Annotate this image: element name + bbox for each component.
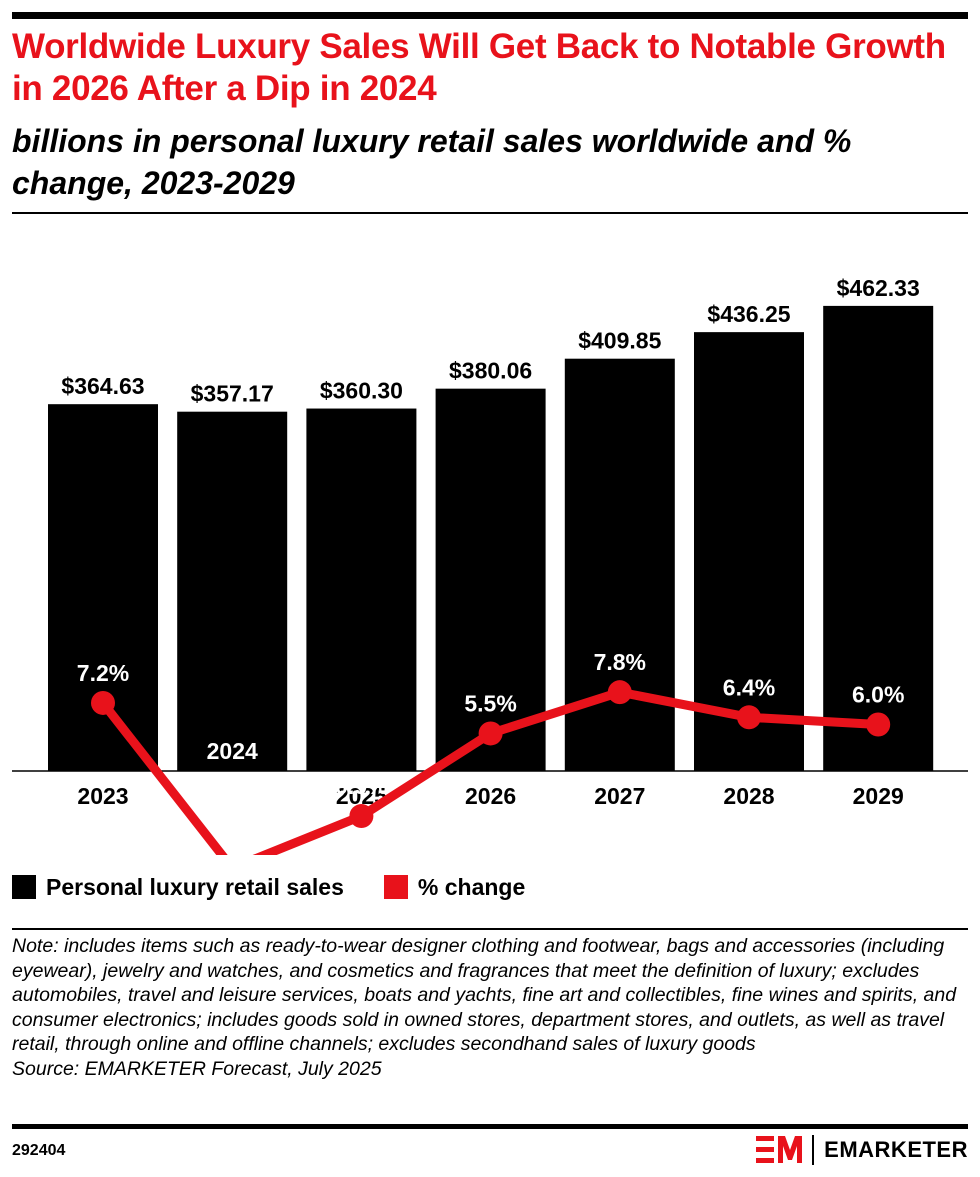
brand-divider [812, 1135, 815, 1165]
top-rule [12, 12, 968, 19]
line-point-2023 [91, 690, 115, 715]
bar-2024 [177, 411, 288, 771]
chart-title: Worldwide Luxury Sales Will Get Back to … [12, 27, 946, 108]
bar-2025 [306, 408, 417, 771]
bar-2023 [48, 404, 158, 771]
combo-chart: $364.63 $357.17 $360.30 $380.06 $409.85 $436.… [12, 275, 968, 855]
bar-2028 [694, 332, 804, 771]
legend-item-change: % change [383, 873, 526, 901]
bar-value-label: $409.85 [578, 328, 661, 354]
bar-value-label: $380.06 [449, 358, 532, 384]
legend: Personal luxury retail sales % change [12, 870, 565, 904]
line-value-label: 6.4% [723, 674, 775, 700]
emarketer-logo-icon [756, 1136, 803, 1163]
bar-value-label: $462.33 [837, 275, 920, 301]
legend-item-sales: Personal luxury retail sales [12, 874, 344, 901]
title-divider [12, 212, 968, 214]
line-value-label: 7.2% [77, 660, 129, 686]
note-divider [12, 928, 968, 930]
bar-2029 [823, 305, 934, 771]
bar-value-label: $436.25 [707, 301, 790, 327]
bar-value-label: $360.30 [320, 378, 403, 404]
x-tick-label: 2029 [853, 783, 904, 809]
legend-swatch-bars [12, 875, 36, 899]
line-value-label: 6.0% [852, 681, 904, 707]
line-point-2025 [349, 804, 374, 829]
legend-label-change: % change [417, 873, 526, 900]
line-value-label: 0.9% [335, 773, 387, 799]
line-value-label: 7.8% [594, 649, 646, 675]
note-block: Note: includes items such as ready-to-we… [12, 934, 968, 1081]
chart-subtitle: billions in personal luxury retail sales… [12, 123, 852, 201]
footer-rule [12, 1124, 968, 1129]
x-tick-label: 2023 [77, 783, 128, 809]
x-tick-label: 2026 [465, 783, 516, 809]
brand-name: EMARKETER [824, 1137, 968, 1162]
line-point-2029 [866, 712, 891, 737]
x-tick-label: 2028 [723, 783, 774, 809]
legend-swatch-line [383, 875, 408, 899]
line-point-2028 [737, 705, 761, 730]
x-tick-label: 2024 [207, 738, 258, 764]
line-value-label: 5.5% [464, 690, 516, 716]
chart-id: 292404 [12, 1142, 66, 1159]
legend-label-sales: Personal luxury retail sales [46, 873, 344, 900]
bar-value-label: $357.17 [191, 381, 274, 407]
line-point-2026 [478, 721, 503, 746]
line-point-2027 [607, 680, 632, 705]
bar-2026 [435, 388, 546, 771]
brand-logo: EMARKETER [756, 1134, 968, 1166]
x-tick-label: 2027 [594, 783, 645, 809]
note-text: Note: includes items such as ready-to-we… [12, 935, 957, 1055]
source-text: Source: EMARKETER Forecast, July 2025 [12, 1057, 382, 1080]
bar-value-label: $364.63 [61, 373, 144, 399]
